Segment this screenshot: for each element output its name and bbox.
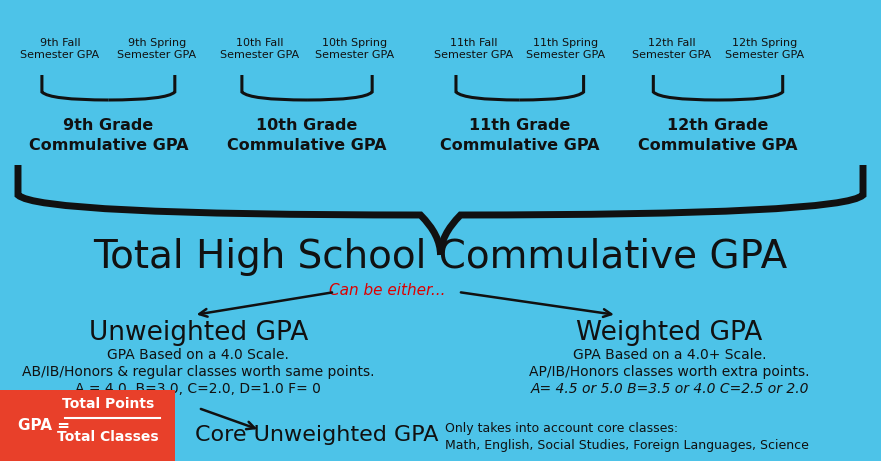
FancyBboxPatch shape [0, 390, 175, 461]
Text: GPA Based on a 4.0+ Scale.: GPA Based on a 4.0+ Scale. [573, 348, 766, 362]
Text: AP/IB/Honors classes worth extra points.: AP/IB/Honors classes worth extra points. [529, 365, 810, 379]
Text: 12th Fall
Semester GPA: 12th Fall Semester GPA [632, 38, 711, 60]
Text: 12th Spring
Semester GPA: 12th Spring Semester GPA [725, 38, 804, 60]
Text: 12th Grade: 12th Grade [667, 118, 769, 133]
Text: Total Points: Total Points [62, 397, 154, 411]
Text: Core Unweighted GPA: Core Unweighted GPA [196, 425, 439, 445]
Text: A = 4.0, B=3.0, C=2.0, D=1.0 F= 0: A = 4.0, B=3.0, C=2.0, D=1.0 F= 0 [75, 382, 322, 396]
Text: Total Classes: Total Classes [57, 430, 159, 444]
Text: 9th Fall
Semester GPA: 9th Fall Semester GPA [20, 38, 100, 60]
Text: 9th Spring
Semester GPA: 9th Spring Semester GPA [117, 38, 196, 60]
Text: Commulative GPA: Commulative GPA [638, 138, 798, 153]
Text: 10th Grade: 10th Grade [255, 118, 358, 133]
Text: 11th Spring
Semester GPA: 11th Spring Semester GPA [526, 38, 605, 60]
Text: Commulative GPA: Commulative GPA [28, 138, 189, 153]
Text: Can be either...: Can be either... [329, 283, 446, 298]
Text: Commulative GPA: Commulative GPA [440, 138, 600, 153]
Text: Total High School Commulative GPA: Total High School Commulative GPA [93, 238, 788, 276]
Text: AB/IB/Honors & regular classes worth same points.: AB/IB/Honors & regular classes worth sam… [22, 365, 374, 379]
Text: Unweighted GPA: Unweighted GPA [89, 320, 307, 346]
Text: A= 4.5 or 5.0 B=3.5 or 4.0 C=2.5 or 2.0: A= 4.5 or 5.0 B=3.5 or 4.0 C=2.5 or 2.0 [530, 382, 809, 396]
Text: 10th Fall
Semester GPA: 10th Fall Semester GPA [220, 38, 300, 60]
Text: 9th Grade: 9th Grade [63, 118, 153, 133]
Text: Only takes into account core classes:
Math, English, Social Studies, Foreign Lan: Only takes into account core classes: Ma… [445, 422, 809, 452]
Text: 11th Grade: 11th Grade [469, 118, 571, 133]
Text: Commulative GPA: Commulative GPA [226, 138, 387, 153]
Text: 11th Fall
Semester GPA: 11th Fall Semester GPA [434, 38, 514, 60]
Text: GPA =: GPA = [18, 418, 70, 432]
Text: GPA Based on a 4.0 Scale.: GPA Based on a 4.0 Scale. [107, 348, 289, 362]
Text: Weighted GPA: Weighted GPA [576, 320, 763, 346]
Text: 10th Spring
Semester GPA: 10th Spring Semester GPA [315, 38, 394, 60]
